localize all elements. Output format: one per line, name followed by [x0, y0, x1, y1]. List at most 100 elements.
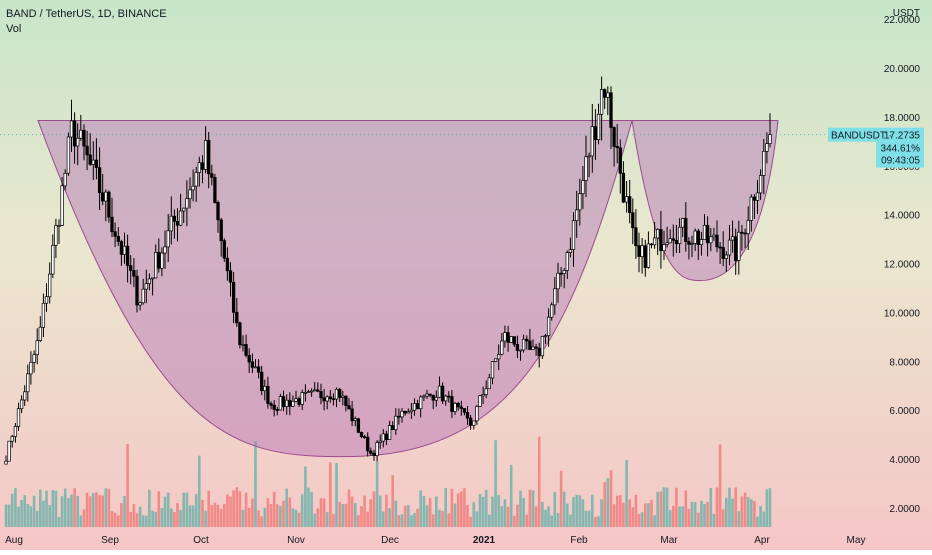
candle-body: [668, 238, 672, 244]
time-axis-label: Apr: [754, 535, 770, 546]
candle-body: [150, 277, 155, 280]
candle-body: [141, 288, 145, 304]
candle-body: [506, 332, 510, 343]
volume-bar: [525, 514, 529, 527]
candle-body: [743, 232, 747, 235]
volume-bar: [347, 489, 351, 527]
candle-body: [447, 395, 451, 398]
candle-body: [253, 366, 258, 369]
volume-bar: [213, 502, 217, 527]
candle-body: [381, 433, 385, 442]
volume-bar: [625, 460, 628, 527]
candle-body: [721, 247, 725, 259]
candle-body: [556, 272, 560, 290]
volume-bar: [219, 508, 223, 527]
volume-bar: [665, 487, 669, 527]
symbol-title[interactable]: BAND / TetherUS, 1D, BINANCE: [6, 8, 167, 20]
candle-body: [135, 275, 139, 306]
volume-bar: [188, 505, 192, 527]
time-axis[interactable]: Aug Sep Oct Nov Dec 2021 Feb Mar Apr May: [5, 535, 865, 546]
candle-body: [468, 417, 473, 426]
volume-bar: [198, 455, 201, 527]
candle-body: [462, 408, 467, 413]
candle-body: [219, 219, 223, 242]
volume-bar: [10, 493, 14, 527]
volume-bar: [285, 488, 288, 527]
price-tick-label: 14.0000: [884, 211, 921, 222]
volume-indicator-label[interactable]: Vol: [6, 23, 22, 35]
price-marker-badge[interactable]: [828, 127, 924, 142]
volume-bar: [572, 497, 575, 527]
volume-bar: [715, 487, 719, 527]
volume-bar: [528, 489, 532, 527]
candle-body: [241, 344, 245, 346]
candle-body: [531, 346, 535, 350]
candle-body: [387, 425, 392, 440]
candle-body: [160, 252, 164, 269]
candle-body: [178, 210, 183, 226]
volume-bar: [603, 482, 606, 527]
candle-body: [624, 196, 629, 203]
volume-bar: [201, 499, 204, 527]
volume-bar: [357, 515, 360, 527]
candle-body: [182, 207, 186, 212]
candle-body: [525, 338, 529, 342]
volume-bar: [519, 490, 522, 527]
volume-bar: [750, 499, 753, 527]
volume-bar: [556, 513, 560, 527]
candle-body: [356, 418, 361, 433]
candle-body: [125, 245, 130, 266]
volume-bar: [597, 516, 600, 527]
price-scale[interactable]: USDT 2.0000 4.0000 6.0000 8.0000 10.0000 12.00…: [828, 8, 924, 515]
candle-body: [250, 361, 255, 368]
price-tick-label: 4.0000: [889, 455, 920, 466]
volume-bar: [488, 514, 491, 527]
candle-body: [303, 392, 308, 394]
candle-body: [481, 394, 485, 397]
candle-body: [730, 236, 735, 241]
volume-bar: [60, 496, 64, 527]
price-marker-extra: [876, 141, 924, 168]
candle-body: [166, 230, 170, 248]
candle-body: [97, 167, 102, 194]
price-tick-label: 6.0000: [889, 406, 920, 417]
candle-body: [263, 385, 267, 392]
candle-body: [144, 283, 148, 290]
volume-bar: [469, 516, 472, 527]
volume-bar: [185, 492, 189, 527]
candle-body: [288, 399, 292, 407]
candle-body: [478, 395, 482, 407]
volume-bar: [410, 515, 413, 527]
candle-body: [500, 340, 504, 355]
volume-bar: [466, 505, 469, 527]
candle-body: [621, 172, 626, 203]
candle-body: [247, 354, 251, 363]
candles-layer: [4, 76, 772, 465]
candle-body: [82, 129, 86, 147]
price-tick-label: 18.0000: [884, 113, 921, 124]
volume-bar: [759, 506, 762, 527]
volume-bar: [506, 506, 510, 527]
volume-bar: [550, 515, 553, 527]
volume-bar: [17, 506, 20, 527]
candle-body: [649, 243, 654, 246]
candle-body: [734, 236, 738, 261]
volume-bar: [687, 509, 691, 527]
candle-body: [737, 231, 741, 261]
volume-bar: [575, 494, 578, 527]
volume-bar: [435, 496, 438, 527]
volume-bar: [547, 506, 550, 527]
candle-body: [631, 212, 635, 229]
candle-body: [104, 191, 108, 202]
time-axis-label: Oct: [193, 535, 209, 546]
volume-bar: [101, 495, 104, 527]
chart-legend: BAND / TetherUS, 1D, BINANCE Vol: [6, 7, 167, 37]
volume-bar: [123, 496, 126, 527]
candle-body: [13, 426, 18, 437]
candle-body: [116, 235, 120, 242]
candle-body: [391, 425, 395, 431]
volume-bar: [594, 517, 597, 527]
candle-body: [755, 192, 760, 201]
